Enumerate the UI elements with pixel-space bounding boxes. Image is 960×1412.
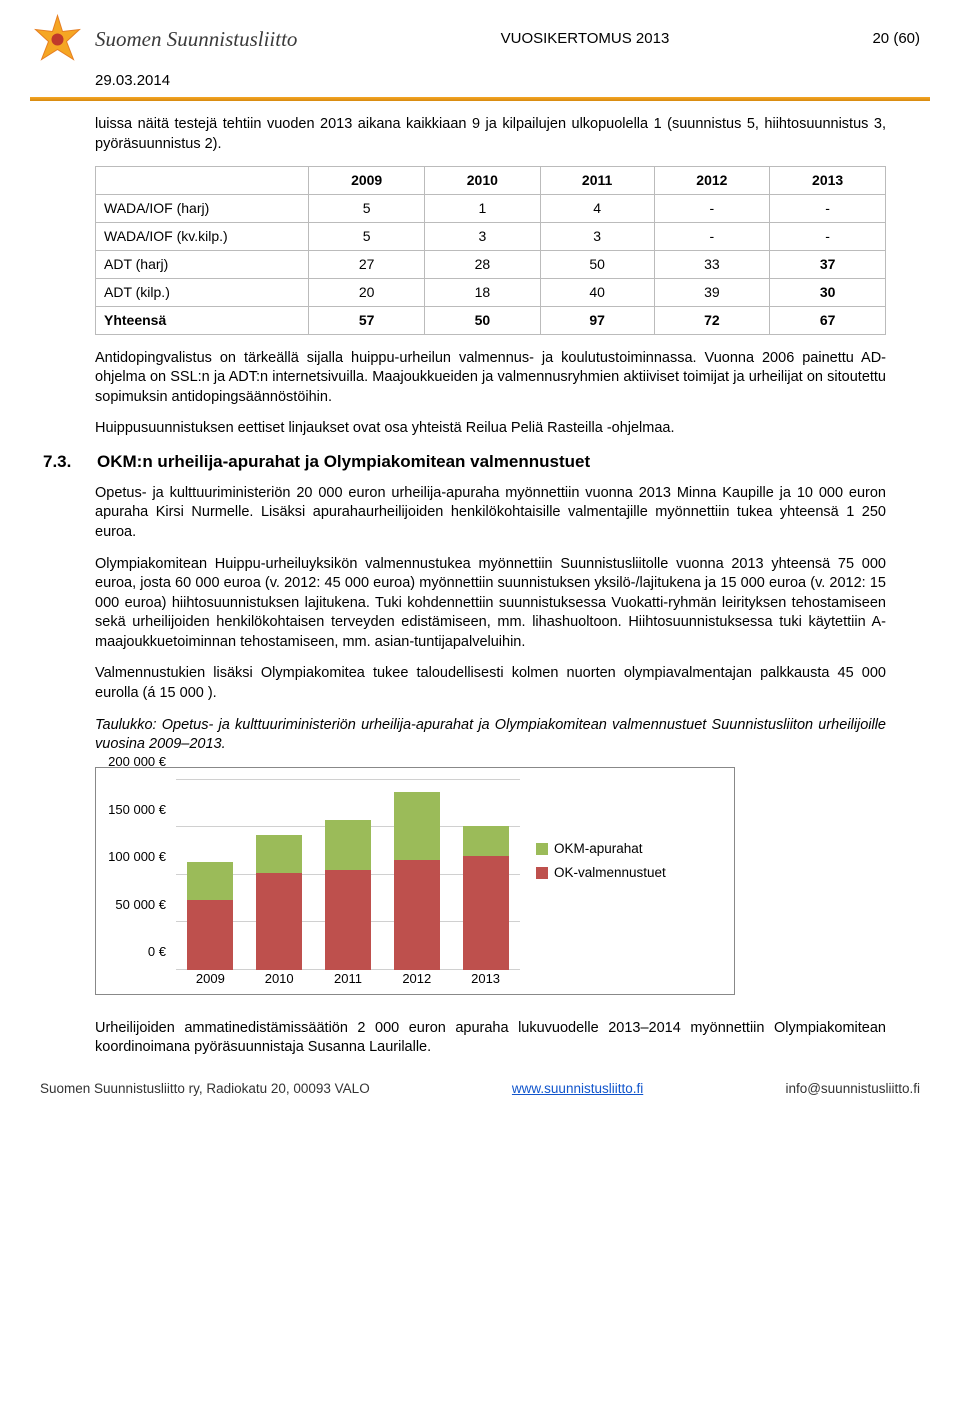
antidoping-paragraph: Antidopingvalistus on tärkeällä sijalla … [95, 349, 886, 408]
table-cell: 30 [770, 278, 886, 306]
table-cell: 40 [540, 278, 654, 306]
table-cell: - [770, 195, 886, 223]
table-header-cell: 2011 [540, 167, 654, 195]
table-cell: 27 [309, 251, 425, 279]
okm-para-3: Valmennustukien lisäksi Olympiakomitea t… [95, 664, 886, 703]
table-cell: 5 [309, 195, 425, 223]
org-name: Suomen Suunnistusliitto [95, 25, 297, 53]
chart-x-tick-label: 2010 [256, 970, 302, 990]
section-title: OKM:n urheilija-apurahat ja Olympiakomit… [97, 451, 590, 474]
table-cell: - [654, 223, 770, 251]
doc-title: VUOSIKERTOMUS 2013 [307, 29, 862, 49]
table-cell: WADA/IOF (kv.kilp.) [96, 223, 309, 251]
table-cell: 67 [770, 306, 886, 334]
chart-caption: Taulukko: Opetus- ja kulttuuriministeriö… [95, 716, 886, 755]
chart-bar-segment [463, 856, 509, 970]
table-cell: - [770, 223, 886, 251]
chart-bar [463, 826, 509, 970]
page-footer: Suomen Suunnistusliitto ry, Radiokatu 20… [0, 1070, 960, 1112]
table-cell: 3 [425, 223, 541, 251]
chart-bar-segment [256, 835, 302, 873]
chart-y-tick-label: 0 € [148, 943, 166, 961]
chart-bar [325, 820, 371, 970]
table-header-cell: 2013 [770, 167, 886, 195]
table-row: WADA/IOF (harj)514-- [96, 195, 886, 223]
closing-paragraph: Urheilijoiden ammatinedistämissäätiön 2 … [95, 1019, 886, 1058]
table-cell: 3 [540, 223, 654, 251]
page-header: Suomen Suunnistusliitto VUOSIKERTOMUS 20… [0, 0, 960, 69]
table-cell: 50 [540, 251, 654, 279]
chart-legend-item: OK-valmennustuet [536, 864, 666, 882]
chart-y-tick-label: 50 000 € [115, 896, 166, 914]
intro-paragraph: luissa näitä testejä tehtiin vuoden 2013… [95, 115, 886, 154]
page-number: 20 (60) [872, 29, 920, 49]
chart-x-tick-label: 2011 [325, 970, 371, 990]
section-number: 7.3. [43, 451, 79, 474]
chart-bar [394, 792, 440, 970]
test-count-table: 20092010201120122013 WADA/IOF (harj)514-… [95, 166, 886, 334]
table-cell: 97 [540, 306, 654, 334]
chart-bar [187, 862, 233, 969]
table-row: Yhteensä5750977267 [96, 306, 886, 334]
footer-url-link[interactable]: www.suunnistusliitto.fi [512, 1080, 643, 1098]
okm-para-1: Opetus- ja kulttuuriministeriön 20 000 e… [95, 484, 886, 543]
header-divider [30, 97, 930, 101]
table-cell: 1 [425, 195, 541, 223]
ethics-paragraph: Huippusuunnistuksen eettiset linjaukset … [95, 419, 886, 439]
legend-label: OKM-apurahat [554, 840, 643, 858]
footer-email: info@suunnistusliitto.fi [785, 1080, 920, 1098]
chart-bar-segment [325, 820, 371, 870]
table-cell: ADT (kilp.) [96, 278, 309, 306]
table-cell: ADT (harj) [96, 251, 309, 279]
doc-date: 29.03.2014 [0, 69, 960, 97]
legend-label: OK-valmennustuet [554, 864, 666, 882]
table-cell: 72 [654, 306, 770, 334]
chart-bar-segment [325, 870, 371, 970]
table-cell: Yhteensä [96, 306, 309, 334]
section-heading: 7.3. OKM:n urheilija-apurahat ja Olympia… [95, 451, 886, 474]
chart-bar-segment [394, 860, 440, 969]
table-header-cell: 2012 [654, 167, 770, 195]
table-cell: 18 [425, 278, 541, 306]
table-row: ADT (kilp.)2018403930 [96, 278, 886, 306]
logo-icon [30, 12, 85, 67]
legend-swatch-icon [536, 867, 548, 879]
funding-chart: 0 €50 000 €100 000 €150 000 €200 000 € 2… [95, 767, 735, 995]
chart-y-tick-label: 100 000 € [108, 848, 166, 866]
okm-para-2: Olympiakomitean Huippu-urheiluyksikön va… [95, 555, 886, 653]
table-cell: 37 [770, 251, 886, 279]
table-cell: 28 [425, 251, 541, 279]
chart-legend-item: OKM-apurahat [536, 840, 666, 858]
table-cell: - [654, 195, 770, 223]
table-row: WADA/IOF (kv.kilp.)533-- [96, 223, 886, 251]
chart-x-tick-label: 2012 [394, 970, 440, 990]
table-header-cell [96, 167, 309, 195]
chart-y-tick-label: 200 000 € [108, 753, 166, 771]
chart-legend: OKM-apurahat OK-valmennustuet [536, 780, 666, 990]
table-cell: 4 [540, 195, 654, 223]
page-content: luissa näitä testejä tehtiin vuoden 2013… [0, 115, 960, 1058]
chart-plot-area: 0 €50 000 €100 000 €150 000 €200 000 € 2… [110, 780, 520, 990]
chart-bar-segment [187, 862, 233, 900]
chart-y-tick-label: 150 000 € [108, 801, 166, 819]
chart-bar-segment [256, 873, 302, 970]
table-header-cell: 2010 [425, 167, 541, 195]
chart-bar-segment [463, 826, 509, 856]
table-cell: 20 [309, 278, 425, 306]
table-cell: 39 [654, 278, 770, 306]
table-cell: 57 [309, 306, 425, 334]
chart-x-tick-label: 2013 [463, 970, 509, 990]
table-cell: 50 [425, 306, 541, 334]
footer-address: Suomen Suunnistusliitto ry, Radiokatu 20… [40, 1080, 370, 1098]
table-header-cell: 2009 [309, 167, 425, 195]
table-cell: WADA/IOF (harj) [96, 195, 309, 223]
chart-bar-segment [394, 792, 440, 861]
legend-swatch-icon [536, 843, 548, 855]
table-cell: 33 [654, 251, 770, 279]
chart-bar [256, 835, 302, 970]
table-cell: 5 [309, 223, 425, 251]
chart-bar-segment [187, 900, 233, 969]
table-row: ADT (harj)2728503337 [96, 251, 886, 279]
chart-x-tick-label: 2009 [187, 970, 233, 990]
